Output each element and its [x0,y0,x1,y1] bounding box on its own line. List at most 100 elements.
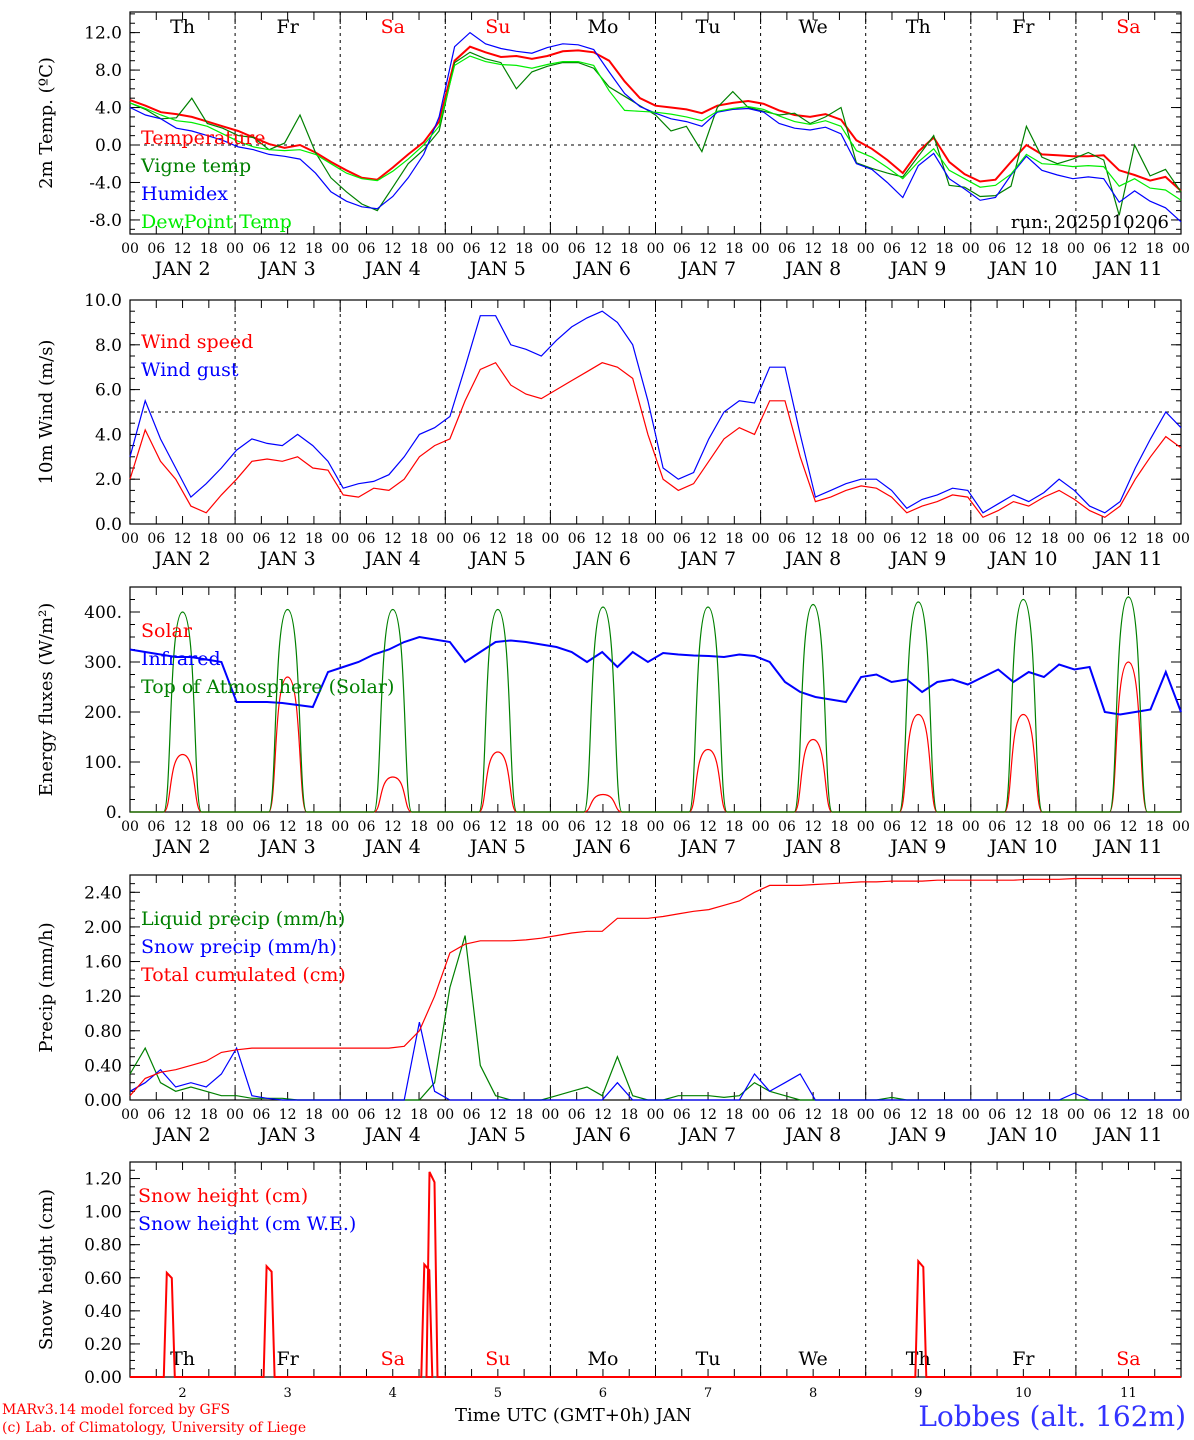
hour-tick-label: 18 [410,819,428,835]
y-tick-label: 0. [106,803,122,823]
hour-tick-label: 06 [988,531,1006,547]
hour-tick-label: 00 [121,531,139,547]
date-label: JAN 9 [888,548,946,570]
hour-tick-label: 18 [305,531,323,547]
y-tick-label: 300. [84,653,122,673]
y-axis-label: Precip (mm/h) [36,922,57,1052]
hour-tick-label: 00 [857,531,875,547]
hour-tick-label: 00 [121,1107,139,1123]
hour-tick-label: 18 [1146,241,1164,257]
hour-tick-label: 12 [279,819,297,835]
hour-tick-label: 00 [857,241,875,257]
series-snow-height-cm [130,1171,1181,1378]
hour-tick-label: 06 [1093,819,1111,835]
hour-tick-label: 18 [305,819,323,835]
hour-tick-label: 12 [279,241,297,257]
panel-3: 400. 300. 200. 100. 0. Energy fluxes (W/m²) 00… [36,586,1190,858]
hour-tick-label: 00 [962,819,980,835]
day-name-label: Th [170,1348,195,1370]
hour-tick-label: 06 [147,241,165,257]
day-name-label: Fr [1012,1348,1035,1370]
hour-tick-label: 00 [1067,819,1085,835]
hour-tick-label: 18 [305,241,323,257]
hour-tick-label: 00 [226,531,244,547]
y-tick-label: -4.0 [89,173,122,193]
day-number-label: 3 [284,1386,292,1401]
hour-tick-label: 12 [1014,1107,1032,1123]
day-name-label: Th [170,16,195,38]
y-axis-label: Energy fluxes (W/m²) [36,603,57,797]
hour-tick-label: 06 [988,1107,1006,1123]
hour-tick-label: 18 [831,531,849,547]
series-solar [130,661,1181,813]
hour-tick-label: 12 [804,819,822,835]
legend-entry: Infrared [141,648,221,670]
y-axis-label: 10m Wind (m/s) [36,340,57,485]
station-label: Lobbes (alt. 162m) [918,1400,1186,1433]
day-number-label: 10 [1015,1386,1032,1401]
date-label: JAN 4 [363,548,421,570]
hour-tick-label: 18 [305,1107,323,1123]
legend-entry: Solar [141,620,193,642]
date-label: JAN 10 [987,258,1057,280]
day-name-label: Mo [587,1348,618,1370]
y-tick-label: 0.0 [95,136,122,156]
hour-tick-label: 18 [936,819,954,835]
hour-tick-label: 18 [725,241,743,257]
x-axis-label: Time UTC (GMT+0h) JAN [455,1405,692,1426]
hour-tick-label: 18 [410,1107,428,1123]
day-name-label: Fr [277,16,300,38]
hour-tick-label: 00 [121,819,139,835]
date-label: JAN 8 [783,836,841,858]
hour-tick-label: 12 [804,531,822,547]
hour-tick-label: 18 [936,1107,954,1123]
hour-tick-label: 00 [962,1107,980,1123]
hour-tick-label: 06 [883,1107,901,1123]
hour-tick-label: 18 [725,531,743,547]
hour-tick-label: 06 [147,531,165,547]
hour-tick-label: 00 [436,819,454,835]
date-label: JAN 7 [678,1124,736,1146]
hour-tick-label: 00 [226,819,244,835]
y-tick-label: 0.40 [84,1056,122,1076]
hour-tick-label: 12 [699,819,717,835]
hour-tick-label: 06 [463,531,481,547]
date-label: JAN 7 [678,258,736,280]
day-name-label: We [799,1348,828,1370]
series-total-cumulated-cm [129,877,1181,1097]
date-label: JAN 11 [1092,836,1162,858]
date-label: JAN 4 [363,1124,421,1146]
hour-tick-label: 00 [541,819,559,835]
hour-tick-label: 18 [200,241,218,257]
date-label: JAN 6 [573,258,631,280]
hour-tick-label: 12 [1120,819,1138,835]
hour-tick-label: 06 [673,531,691,547]
hour-tick-label: 00 [962,531,980,547]
hour-tick-label: 06 [1093,1107,1111,1123]
y-tick-label: 0.60 [84,1269,122,1289]
hour-tick-label: 06 [568,531,586,547]
hour-tick-label: 00 [1067,1107,1085,1123]
day-name-label: Su [485,16,510,38]
hour-tick-label: 12 [384,1107,402,1123]
date-label: JAN 8 [783,548,841,570]
series-dewpoint-temp [129,55,1182,201]
y-tick-label: 1.60 [84,953,122,973]
date-label: JAN 3 [258,548,316,570]
day-number-label: 7 [704,1386,712,1401]
hour-tick-label: 12 [909,241,927,257]
hour-tick-label: 06 [568,1107,586,1123]
hour-tick-label: 00 [1172,241,1190,257]
hour-tick-label: 12 [174,531,192,547]
hour-tick-label: 00 [752,1107,770,1123]
hour-tick-label: 00 [752,531,770,547]
date-label: JAN 9 [888,258,946,280]
hour-tick-label: 18 [1041,819,1059,835]
hour-tick-label: 12 [1120,241,1138,257]
y-axis-label: 2m Temp. (ºC) [36,57,57,189]
hour-tick-label: 06 [778,241,796,257]
hour-tick-label: 00 [647,531,665,547]
date-label: JAN 10 [987,836,1057,858]
date-label: JAN 9 [888,836,946,858]
hour-tick-label: 00 [962,241,980,257]
